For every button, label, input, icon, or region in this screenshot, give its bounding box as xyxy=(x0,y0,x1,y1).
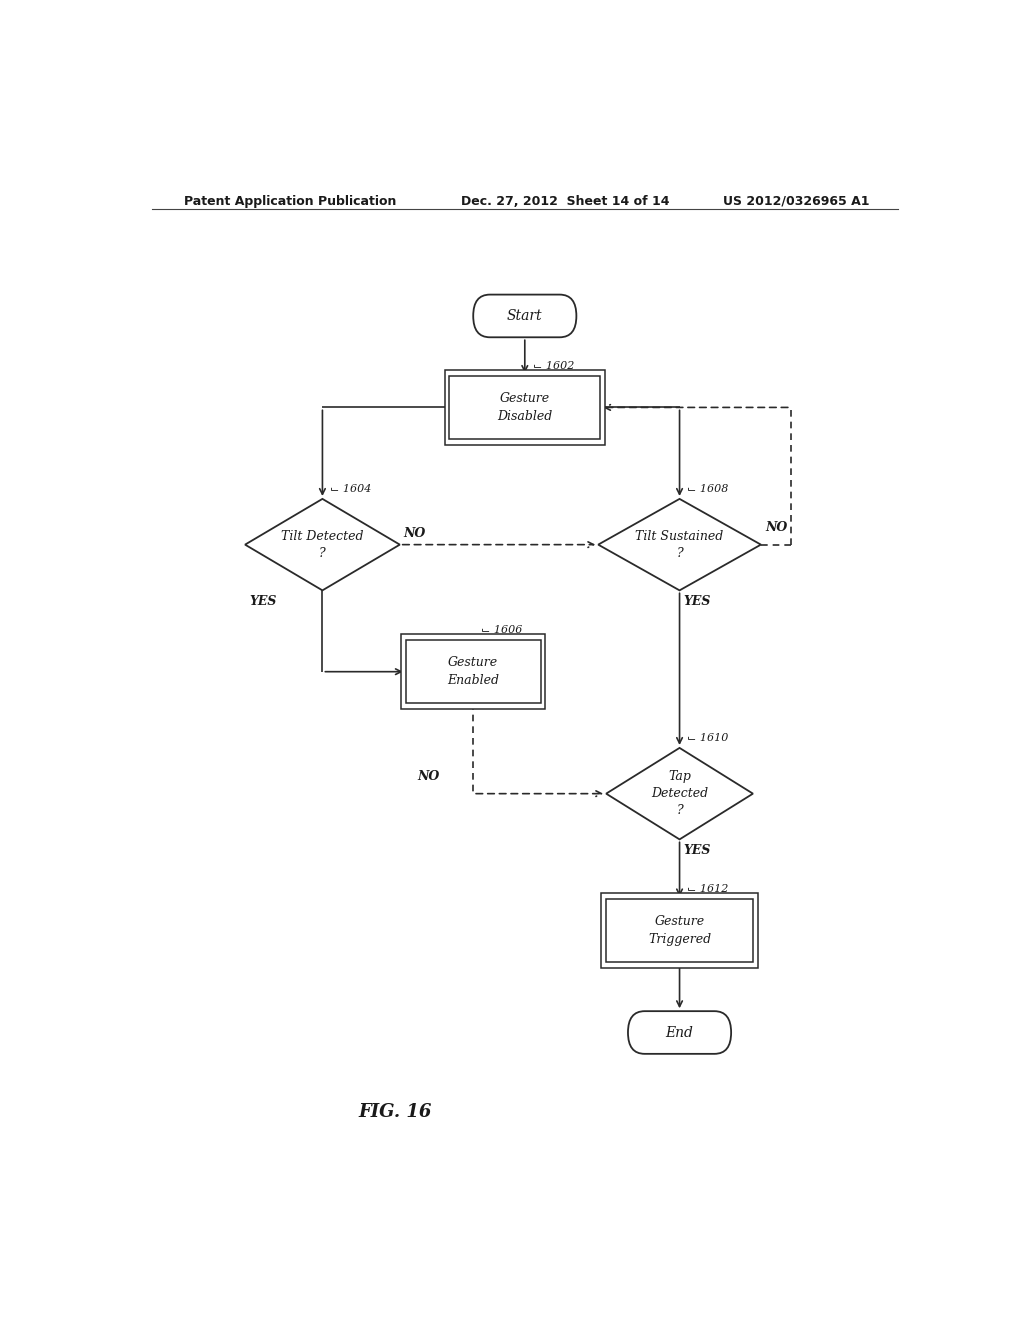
Text: ⌙ 1608: ⌙ 1608 xyxy=(687,484,729,494)
Bar xyxy=(450,376,600,440)
Text: Gesture
Enabled: Gesture Enabled xyxy=(447,656,500,688)
Text: YES: YES xyxy=(684,845,711,858)
Bar xyxy=(606,899,753,962)
Text: Tap
Detected
?: Tap Detected ? xyxy=(651,770,709,817)
Text: Patent Application Publication: Patent Application Publication xyxy=(183,194,396,207)
Text: NO: NO xyxy=(418,771,440,784)
Text: End: End xyxy=(666,1026,693,1040)
Bar xyxy=(601,894,758,969)
Bar xyxy=(401,634,546,709)
Text: Start: Start xyxy=(507,309,543,323)
Text: NO: NO xyxy=(403,527,426,540)
Text: NO: NO xyxy=(765,521,787,535)
Text: Dec. 27, 2012  Sheet 14 of 14: Dec. 27, 2012 Sheet 14 of 14 xyxy=(461,194,670,207)
Text: YES: YES xyxy=(249,595,276,609)
Text: ⌙ 1612: ⌙ 1612 xyxy=(687,884,729,894)
Text: Tilt Sustained
?: Tilt Sustained ? xyxy=(636,529,724,560)
Text: FIG. 16: FIG. 16 xyxy=(358,1102,431,1121)
Polygon shape xyxy=(606,748,753,840)
FancyBboxPatch shape xyxy=(473,294,577,338)
Text: ⌙ 1604: ⌙ 1604 xyxy=(331,484,372,494)
Bar xyxy=(406,640,541,704)
Text: Gesture
Triggered: Gesture Triggered xyxy=(648,915,711,946)
Polygon shape xyxy=(245,499,399,590)
Text: ⌙ 1602: ⌙ 1602 xyxy=(532,360,574,371)
Text: ⌙ 1610: ⌙ 1610 xyxy=(687,733,729,743)
Text: YES: YES xyxy=(684,595,711,609)
Text: US 2012/0326965 A1: US 2012/0326965 A1 xyxy=(723,194,869,207)
Text: ⌙ 1606: ⌙ 1606 xyxy=(481,626,522,635)
Text: Gesture
Disabled: Gesture Disabled xyxy=(498,392,552,422)
FancyBboxPatch shape xyxy=(628,1011,731,1053)
Bar xyxy=(444,370,605,445)
Text: Tilt Detected
?: Tilt Detected ? xyxy=(282,529,364,560)
Polygon shape xyxy=(598,499,761,590)
